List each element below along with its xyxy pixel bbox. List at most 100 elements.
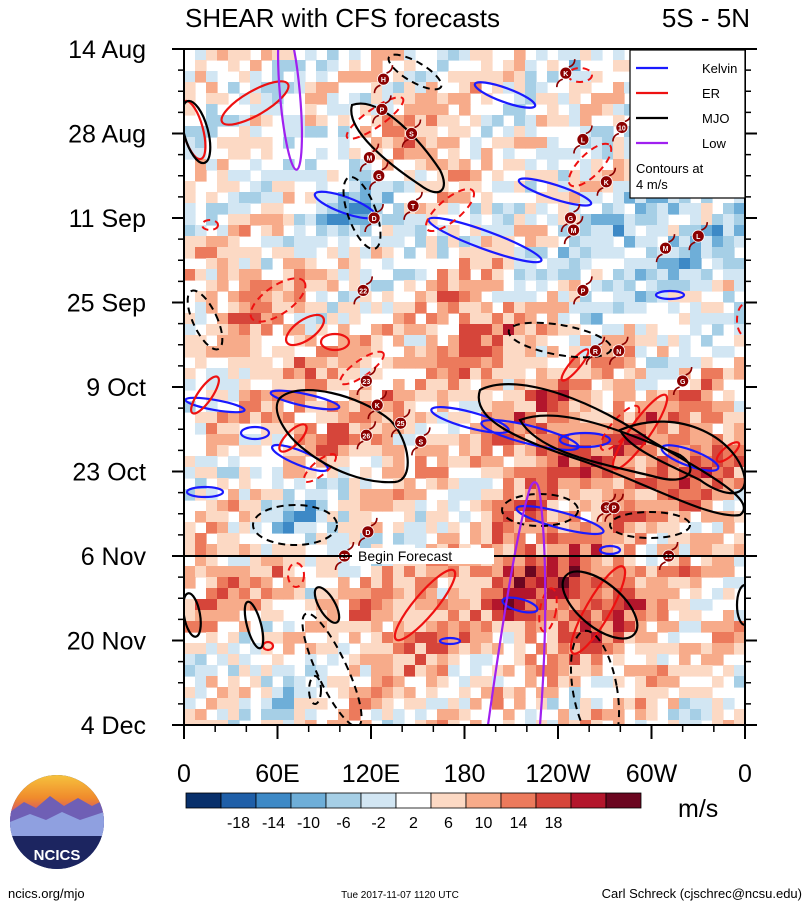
shear-cell — [382, 181, 394, 193]
footer-url[interactable]: ncics.org/mjo — [8, 886, 85, 901]
shear-cell — [481, 610, 493, 622]
shear-cell — [239, 500, 251, 512]
shear-cell — [184, 687, 196, 699]
shear-cell — [316, 511, 328, 523]
shear-cell — [525, 82, 537, 94]
colorbar-swatch — [430, 792, 467, 809]
shear-cell — [712, 555, 724, 567]
shear-cell — [723, 247, 735, 259]
shear-cell — [261, 170, 273, 182]
shear-cell — [239, 379, 251, 391]
shear-cell — [525, 203, 537, 215]
cyclone-arm — [573, 295, 581, 305]
shear-cell — [327, 247, 339, 259]
shear-cell — [371, 93, 383, 105]
shear-cell — [602, 643, 614, 655]
shear-cell — [250, 665, 262, 677]
shear-cell — [613, 148, 625, 160]
shear-cell — [525, 522, 537, 534]
shear-cell — [569, 335, 581, 347]
shear-cell — [338, 335, 350, 347]
shear-cell — [569, 401, 581, 413]
shear-cell — [646, 467, 658, 479]
shear-cell — [448, 709, 460, 721]
shear-cell — [481, 258, 493, 270]
shear-cell — [239, 71, 251, 83]
shear-cell — [239, 269, 251, 281]
shear-cell — [514, 511, 526, 523]
shear-cell — [514, 654, 526, 666]
cyclone-label: D — [372, 216, 377, 223]
shear-cell — [723, 203, 735, 215]
shear-cell — [547, 159, 559, 171]
shear-cell — [547, 148, 559, 160]
shear-cell — [613, 302, 625, 314]
shear-cell — [514, 698, 526, 710]
shear-cell — [459, 412, 471, 424]
shear-cell — [217, 181, 229, 193]
shear-cell — [503, 467, 515, 479]
shear-cell — [657, 214, 669, 226]
shear-cell — [371, 610, 383, 622]
shear-cell — [415, 236, 427, 248]
shear-cell — [448, 610, 460, 622]
cyclone-arm — [596, 187, 604, 196]
shear-cell — [503, 478, 515, 490]
shear-cell — [679, 709, 691, 721]
shear-cell — [525, 181, 537, 193]
shear-cell — [690, 478, 702, 490]
shear-cell — [393, 324, 405, 336]
shear-cell — [525, 390, 537, 402]
shear-cell — [514, 445, 526, 457]
shear-cell — [415, 346, 427, 358]
shear-cell — [690, 467, 702, 479]
shear-cell — [437, 236, 449, 248]
shear-cell — [217, 368, 229, 380]
shear-cell — [646, 709, 658, 721]
shear-cell — [349, 632, 361, 644]
shear-cell — [591, 588, 603, 600]
low-contour — [276, 49, 304, 171]
cyclone-arm — [568, 59, 576, 68]
shear-cell — [602, 236, 614, 248]
shear-cell — [349, 181, 361, 193]
shear-cell — [349, 203, 361, 215]
shear-cell — [316, 445, 328, 457]
shear-cell — [448, 412, 460, 424]
cyclone-icon — [589, 344, 602, 358]
shear-cell — [272, 192, 284, 204]
shear-cell — [657, 368, 669, 380]
shear-cell — [206, 379, 218, 391]
shear-cell — [602, 379, 614, 391]
shear-cell — [723, 291, 735, 303]
shear-cell — [580, 390, 592, 402]
cyclone-label: N — [616, 349, 621, 356]
kelvin-contour — [438, 636, 462, 646]
shear-cell — [591, 544, 603, 556]
shear-cell — [195, 720, 207, 725]
shear-cell — [459, 258, 471, 270]
shear-cell — [294, 379, 306, 391]
shear-cell — [415, 654, 427, 666]
shear-cell — [305, 335, 317, 347]
shear-cell — [217, 522, 229, 534]
shear-cell — [580, 104, 592, 116]
cyclone-arm — [370, 517, 378, 527]
shear-cell — [272, 203, 284, 215]
shear-cell — [448, 203, 460, 215]
shear-cell — [404, 49, 416, 61]
shear-cell — [624, 665, 636, 677]
shear-cell — [360, 357, 372, 369]
shear-cell — [349, 71, 361, 83]
shear-cell — [382, 302, 394, 314]
shear-cell — [514, 401, 526, 413]
shear-cell — [327, 313, 339, 325]
shear-cell — [327, 60, 339, 72]
shear-cell — [382, 258, 394, 270]
shear-cell — [206, 269, 218, 281]
mjo-dashed-contour — [387, 53, 443, 91]
cyclone-arm — [369, 421, 377, 431]
shear-cell — [503, 401, 515, 413]
shear-cell — [602, 137, 614, 149]
y-tick-label: 28 Aug — [68, 121, 146, 149]
